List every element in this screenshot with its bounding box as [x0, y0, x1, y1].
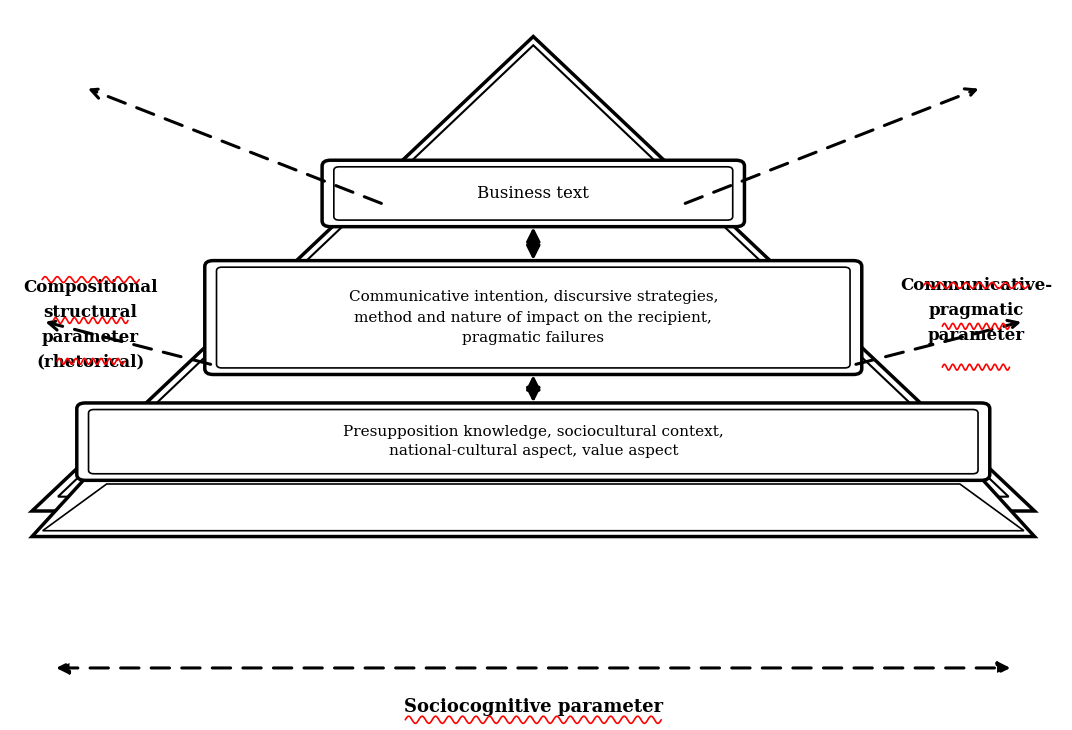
Text: Business text: Business text	[477, 185, 590, 202]
Polygon shape	[32, 478, 1034, 537]
FancyBboxPatch shape	[322, 161, 744, 226]
Text: Sociocognitive parameter: Sociocognitive parameter	[404, 698, 662, 715]
FancyBboxPatch shape	[205, 261, 862, 374]
Text: Presupposition knowledge, sociocultural context,
national-cultural aspect, value: Presupposition knowledge, sociocultural …	[343, 425, 724, 458]
Text: Communicative-
pragmatic
parameter: Communicative- pragmatic parameter	[899, 277, 1052, 344]
FancyBboxPatch shape	[77, 403, 989, 480]
Text: Compositional
structural
parameter
(rhetorical): Compositional structural parameter (rhet…	[24, 279, 158, 371]
Text: Communicative intention, discursive strategies,
method and nature of impact on t: Communicative intention, discursive stra…	[348, 290, 718, 345]
